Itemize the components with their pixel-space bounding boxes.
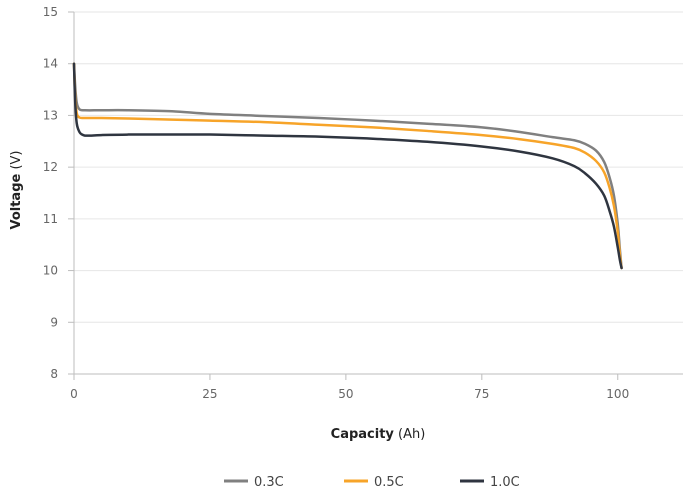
y-tick-label: 12	[43, 160, 58, 174]
x-axis-title-unit: (Ah)	[398, 427, 425, 442]
y-tick-label: 15	[43, 5, 58, 19]
series-line-0-5c	[72, 62, 623, 270]
legend: 0.3C 0.5C 1.0C	[224, 475, 520, 490]
legend-label: 0.3C	[254, 475, 284, 490]
x-axis-title-main: Capacity	[331, 427, 395, 442]
x-tick-label: 75	[474, 387, 489, 401]
series-line-0-3c	[72, 62, 623, 270]
gridlines	[74, 11, 683, 323]
series-line-1-0c	[72, 62, 623, 270]
y-axis-title: Voltage (V)	[9, 150, 24, 229]
y-tick-label: 9	[50, 315, 58, 329]
axes	[68, 11, 683, 380]
x-tick-label: 25	[202, 387, 217, 401]
series-lines	[72, 62, 623, 270]
x-tick-label: 0	[70, 387, 78, 401]
y-tick-label: 10	[43, 264, 58, 278]
x-axis-title: Capacity (Ah)	[331, 427, 426, 442]
y-tick-label: 13	[43, 108, 58, 122]
y-axis-title-main: Voltage	[9, 173, 24, 229]
y-tick-label: 11	[43, 212, 58, 226]
tick-labels: 8 9 10 11 12 13 14 15 0 25 50 75 100	[43, 5, 629, 401]
x-tick-label: 50	[338, 387, 353, 401]
x-tick-label: 100	[606, 387, 629, 401]
y-axis-title-unit: (V)	[9, 150, 24, 169]
legend-label: 0.5C	[374, 475, 404, 490]
legend-label: 1.0C	[490, 475, 520, 490]
y-tick-label: 14	[43, 57, 58, 71]
y-tick-label: 8	[50, 367, 58, 381]
